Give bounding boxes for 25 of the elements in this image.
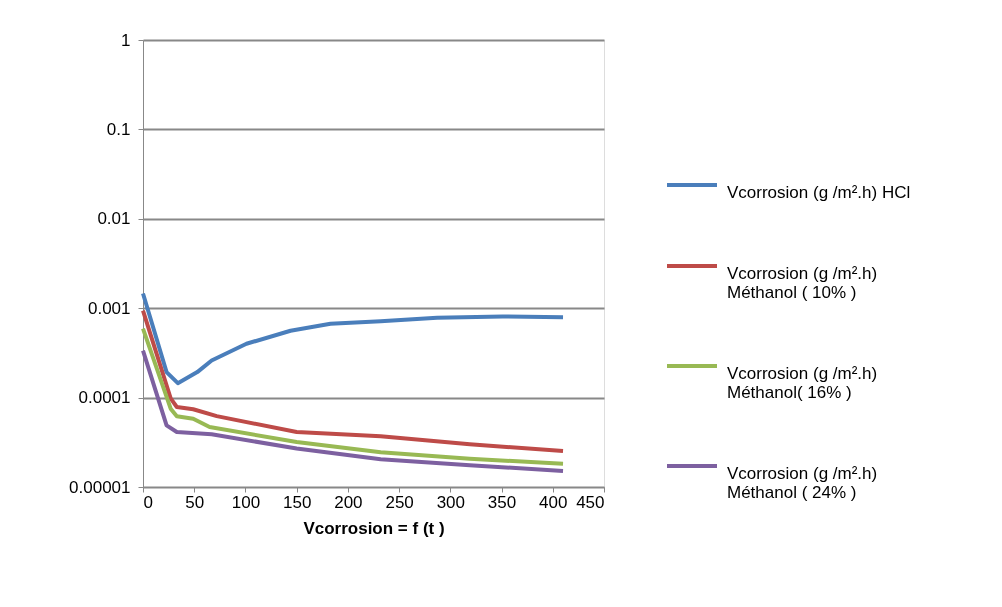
x-axis-title: Vcorrosion = f (t ) <box>303 518 445 538</box>
y-tick-label: 0.001 <box>87 298 131 318</box>
x-tick-label: 100 <box>231 492 261 512</box>
line-series <box>141 326 566 466</box>
x-tick-label: 250 <box>385 492 414 512</box>
line-series <box>141 308 566 454</box>
x-tick-label: 300 <box>436 492 466 512</box>
x-tick-label: 450 <box>576 492 605 512</box>
x-tick-label: 400 <box>539 492 568 512</box>
x-tick-label: 0 <box>143 492 153 512</box>
x-tick-label: 200 <box>334 492 363 512</box>
line-series <box>141 291 566 386</box>
legend-label: Vcorrosion (g /m².h) Méthanol( 16% ) <box>727 364 878 402</box>
legend-label: Vcorrosion (g /m².h) Méthanol ( 10% ) <box>727 264 878 302</box>
y-tick-label: 0.01 <box>97 209 131 229</box>
x-tick-label: 350 <box>487 492 517 512</box>
line-series <box>141 348 566 473</box>
y-tick-label: 0.00001 <box>69 477 131 497</box>
x-tick-label: 50 <box>185 492 205 512</box>
x-tick-label: 150 <box>282 492 312 512</box>
y-tick-label: 1 <box>121 30 131 50</box>
y-tick-label: 0.1 <box>106 119 131 139</box>
legend-label: Vcorrosion (g /m².h) HCl <box>727 183 911 202</box>
legend-label: Vcorrosion (g /m².h) Méthanol ( 24% ) <box>727 464 878 502</box>
y-tick-label: 0.0001 <box>78 388 131 408</box>
